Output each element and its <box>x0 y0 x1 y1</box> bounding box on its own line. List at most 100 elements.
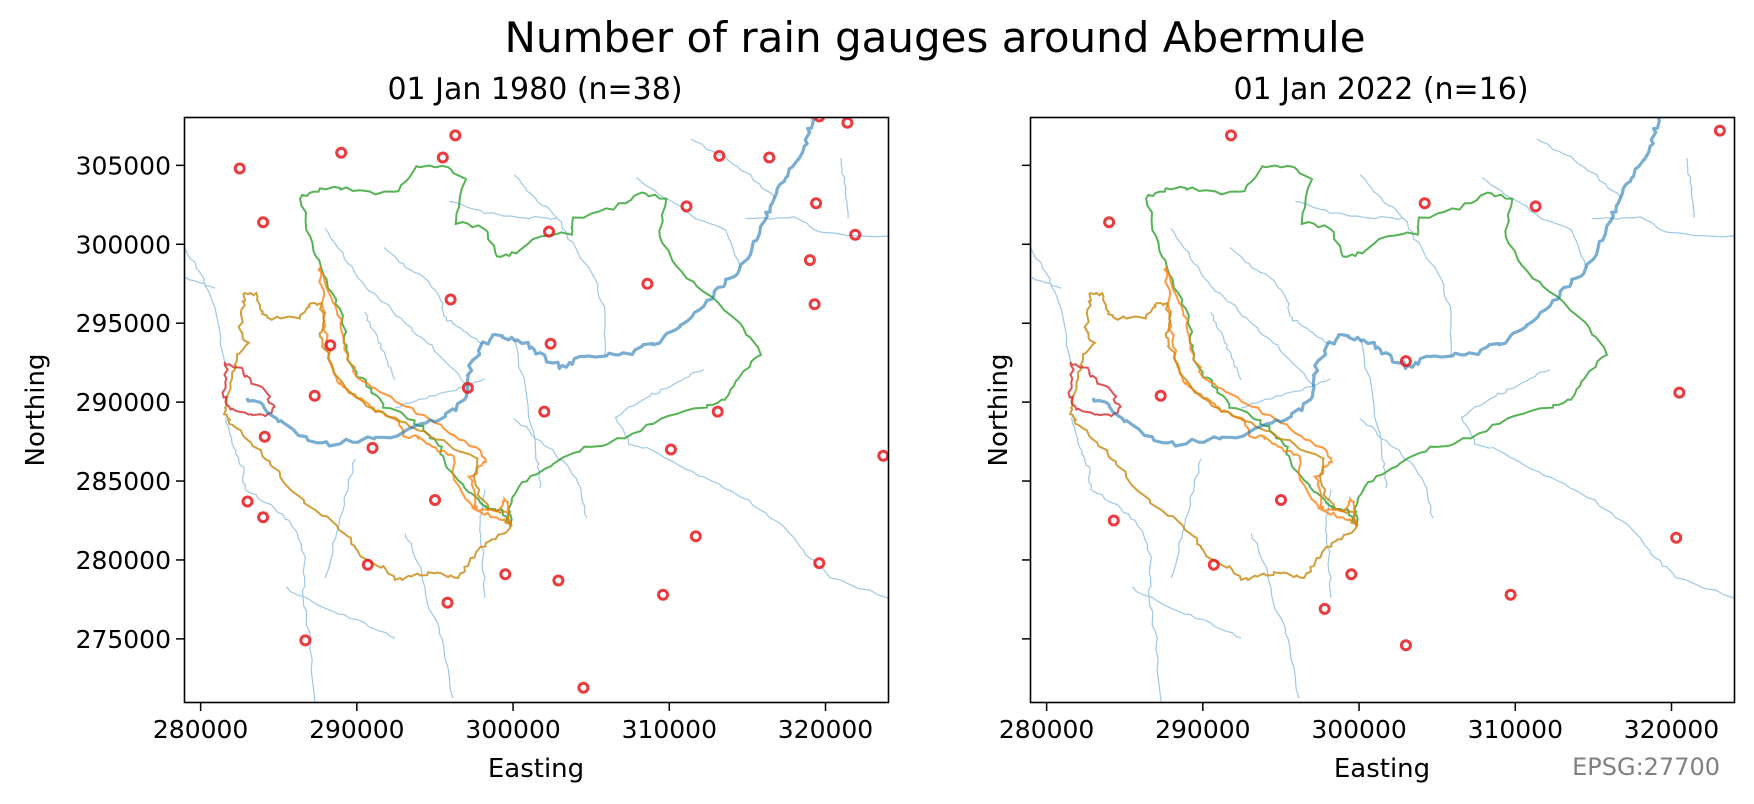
tributary-stream <box>514 175 605 356</box>
rain-gauge-marker <box>243 497 252 506</box>
rain-gauge-marker <box>1277 496 1286 505</box>
y-tick-label: 285000 <box>76 467 171 496</box>
x-tick-label: 320000 <box>1624 715 1719 744</box>
rain-gauge-marker <box>501 570 510 579</box>
tributary-stream <box>1537 139 1621 198</box>
tributary-stream <box>1251 534 1299 699</box>
panel-title-1980: 01 Jan 1980 (n=38) <box>387 72 682 107</box>
rain-gauge-marker <box>554 576 563 585</box>
map-content-1980 <box>185 106 888 702</box>
x-tick-label: 280000 <box>999 715 1094 744</box>
y-tick-label: 290000 <box>76 388 171 417</box>
x-axis-label-2022: Easting <box>1334 754 1430 784</box>
rain-gauge-marker <box>713 407 722 416</box>
rain-gauge-marker <box>1715 126 1724 135</box>
tributary-stream <box>1592 217 1734 237</box>
rain-gauge-marker <box>337 148 346 157</box>
map-panel-1980: 01 Jan 1980 (n=38) 280000 290000 300000 310… <box>21 72 889 784</box>
tributary-stream <box>384 247 483 344</box>
rain-gauge-marker <box>715 151 724 160</box>
x-tick-label: 300000 <box>1311 715 1406 744</box>
tributary-stream <box>245 490 315 702</box>
x-tick-label: 310000 <box>622 715 717 744</box>
map-panel-2022: 01 Jan 2022 (n=16) 280000 290000 300000 310… <box>984 72 1735 784</box>
rain-gauge-marker <box>1209 560 1218 569</box>
rain-gauge-marker <box>810 300 819 309</box>
tributary-stream <box>1230 247 1329 344</box>
tributary-stream <box>186 277 215 288</box>
y-axis-label-1980: Northing <box>21 354 51 467</box>
rain-gauge-marker <box>368 443 377 452</box>
map-layers <box>185 106 888 702</box>
rain-gauge-marker <box>1401 641 1410 650</box>
tributary-stream <box>325 228 468 386</box>
y-tick-label: 305000 <box>76 151 171 180</box>
rain-gauge-marker <box>643 279 652 288</box>
panel-title-2022: 01 Jan 2022 (n=16) <box>1233 72 1528 107</box>
rain-gauge-marker <box>1227 131 1236 140</box>
tributary-stream <box>514 419 587 518</box>
y-tick-label: 280000 <box>76 546 171 575</box>
rain-gauge-marker <box>666 445 675 454</box>
rain-gauge-marker <box>545 227 554 236</box>
rain-gauge-marker <box>659 590 668 599</box>
tributary-stream <box>1171 228 1314 386</box>
rain-gauge-marker <box>815 112 824 121</box>
rain-gauge-marker <box>1420 199 1429 208</box>
tributary-stream <box>1032 277 1061 288</box>
rain-gauge-marker <box>1675 388 1684 397</box>
map-content-2022 <box>1031 116 1734 702</box>
rain-gauge-marker <box>431 496 440 505</box>
tributary-stream <box>615 369 704 418</box>
rain-gauge-marker <box>363 560 372 569</box>
catchment-boundary-orange <box>1165 268 1357 524</box>
tributary-stream <box>1461 369 1550 418</box>
x-tick-label: 300000 <box>465 715 560 744</box>
rain-gauge-marker <box>259 218 268 227</box>
rain-gauge-marker <box>815 559 824 568</box>
rain-gauge-marker <box>879 451 888 460</box>
rain-gauge-marker <box>301 636 310 645</box>
rain-gauge-marker <box>310 391 319 400</box>
rain-gauge-marker <box>438 153 447 162</box>
tributary-stream <box>1492 447 1734 598</box>
map-layers <box>1031 116 1734 702</box>
tributary-stream <box>1031 248 1071 363</box>
catchment-boundary-orange <box>319 268 511 524</box>
rain-gauge-marker <box>260 432 269 441</box>
rain-gauge-marker <box>540 407 549 416</box>
rain-gauge-marker <box>1109 516 1118 525</box>
rain-gauge-marker <box>446 295 455 304</box>
tributary-stream <box>1462 417 1491 449</box>
tributary-stream <box>1241 379 1331 408</box>
rain-gauge-marker <box>443 598 452 607</box>
x-axis-label-1980: Easting <box>488 754 584 784</box>
rain-gauge-marker <box>1531 202 1540 211</box>
rain-gauge-marker <box>259 513 268 522</box>
rain-gauge-marker <box>765 153 774 162</box>
tributary-stream <box>691 139 775 198</box>
tributary-stream <box>841 158 848 218</box>
x-tick-label: 320000 <box>778 715 873 744</box>
x-tick-label: 290000 <box>309 715 404 744</box>
x-tick-label: 310000 <box>1468 715 1563 744</box>
rain-gauge-marker <box>682 202 691 211</box>
rain-gauge-marker <box>1320 604 1329 613</box>
crs-label: EPSG:27700 <box>1572 753 1720 781</box>
tributary-stream <box>746 217 888 237</box>
rain-gauge-marker <box>812 199 821 208</box>
tributary-stream <box>1361 339 1387 488</box>
tributary-stream <box>515 339 541 488</box>
figure-title: Number of rain gauges around Abermule <box>504 13 1365 62</box>
rain-gauge-marker <box>1401 357 1410 366</box>
rain-gauge-marker <box>326 341 335 350</box>
rain-gauge-marker <box>691 532 700 541</box>
y-tick-label: 295000 <box>76 309 171 338</box>
axes-frame-2022 <box>1031 118 1735 703</box>
rain-gauge-marker <box>1347 570 1356 579</box>
x-tick-label: 290000 <box>1155 715 1250 744</box>
tributary-stream <box>616 417 645 449</box>
tributary-stream <box>185 248 225 363</box>
rain-gauge-marker <box>1156 391 1165 400</box>
